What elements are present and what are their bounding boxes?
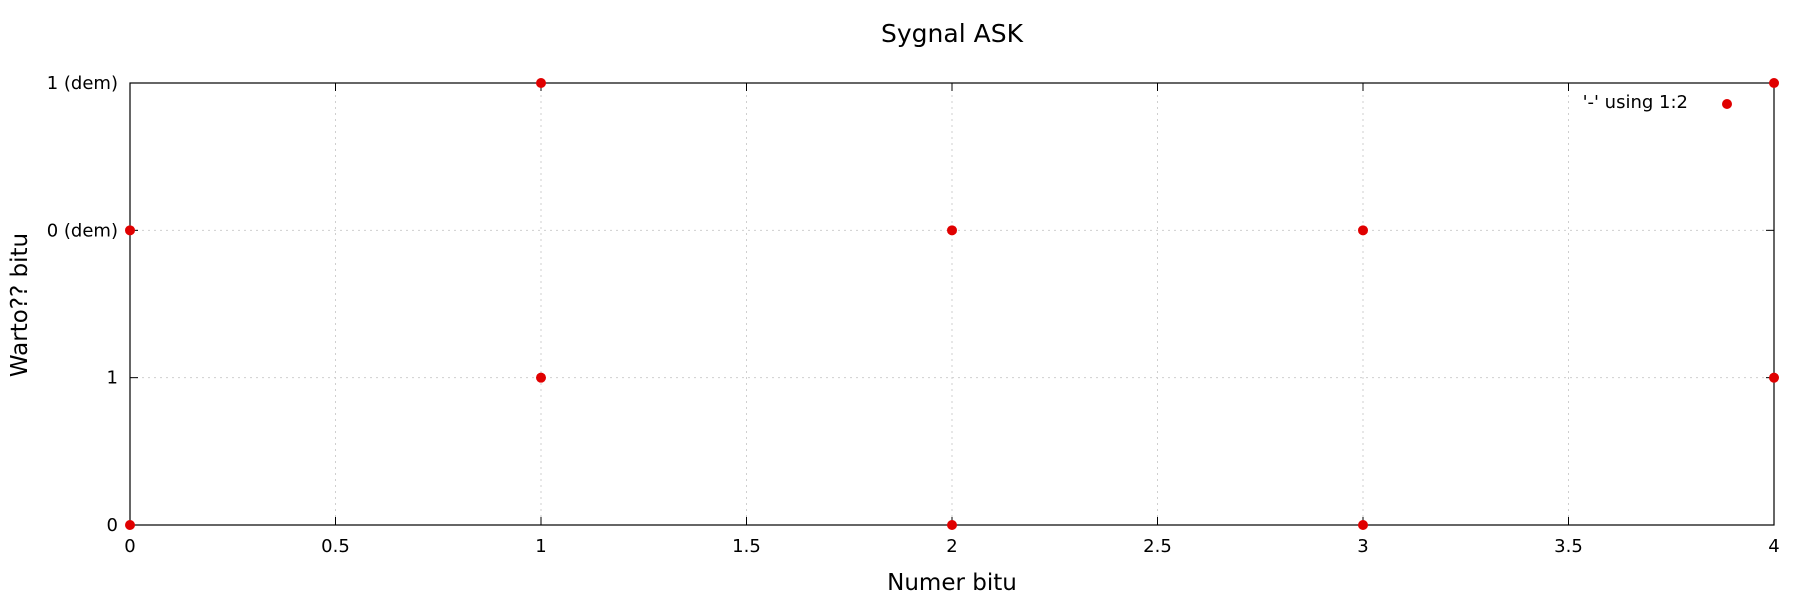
x-tick-label: 1 — [535, 536, 546, 557]
x-tick-label: 3 — [1357, 536, 1368, 557]
data-point — [1358, 520, 1368, 530]
x-tick-label: 0 — [124, 536, 135, 557]
data-point — [536, 78, 546, 88]
data-points — [125, 78, 1779, 530]
y-tick-label: 1 — [107, 368, 118, 389]
y-tick-label: 0 (dem) — [47, 220, 118, 241]
grid — [130, 83, 1774, 525]
x-tick-label: 2 — [946, 536, 957, 557]
data-point — [1769, 372, 1779, 383]
x-tick-label: 4 — [1768, 536, 1779, 557]
y-axis-label: Warto?? bitu — [7, 233, 33, 377]
data-point — [125, 520, 135, 530]
data-point — [125, 225, 135, 236]
data-point — [947, 520, 957, 530]
x-tick-label: 3.5 — [1554, 536, 1583, 557]
x-tick-label: 0.5 — [321, 536, 350, 557]
y-tick-label: 0 — [107, 515, 118, 536]
axis-ticks: 0 0.5 1 1.5 2 2.5 3 3.5 4 0 1 0 (dem) 1 (dem) — [47, 73, 1780, 557]
legend-label: '-' using 1:2 — [1583, 92, 1688, 113]
y-tick-label: 1 (dem) — [47, 73, 118, 94]
x-axis-label: Numer bitu — [887, 570, 1017, 596]
data-point — [1358, 225, 1368, 236]
x-tick-label: 1.5 — [732, 536, 761, 557]
data-point — [536, 372, 546, 383]
x-tick-label: 2.5 — [1143, 536, 1172, 557]
legend: '-' using 1:2 — [1583, 92, 1732, 113]
data-point — [1769, 78, 1779, 88]
data-point — [947, 225, 957, 236]
legend-marker — [1722, 99, 1732, 109]
chart-title: Sygnal ASK — [881, 19, 1024, 48]
